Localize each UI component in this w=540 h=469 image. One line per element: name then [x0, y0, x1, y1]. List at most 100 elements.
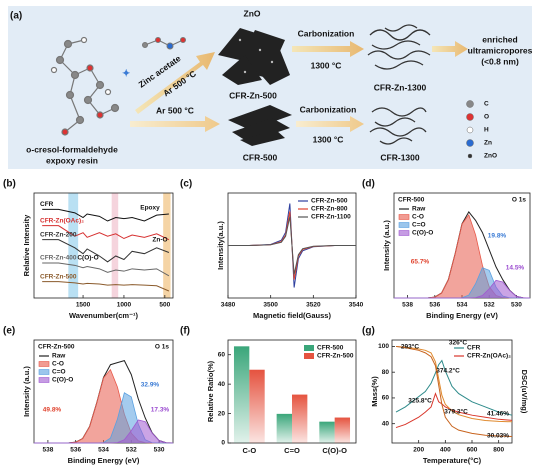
- annotation: 325.8°C: [408, 397, 432, 405]
- y-tick-label: 0: [221, 440, 225, 447]
- annotation: Epoxy: [140, 205, 160, 212]
- annotation: 374.2°C: [436, 367, 460, 375]
- panel-label: (g): [362, 326, 375, 337]
- legend-label: CFR-500: [317, 345, 344, 352]
- arrow: [135, 52, 215, 114]
- arrow: [432, 41, 468, 57]
- x-tick-label: 538: [42, 447, 53, 454]
- legend-label: CFR-Zn-500: [311, 198, 348, 205]
- legend-label: Raw: [412, 206, 426, 213]
- legend-swatch: [38, 377, 50, 383]
- legend-swatch: [38, 369, 50, 375]
- plus-sign: ✦: [122, 69, 130, 80]
- x-tick-label: 500: [159, 302, 170, 309]
- legend-label: C(O)-O: [52, 377, 73, 384]
- legend-swatch: [304, 353, 314, 359]
- series-line: [42, 262, 170, 277]
- annotation: O 1s: [512, 197, 526, 204]
- y2-axis-label: DSC(uV/mg): [520, 370, 529, 414]
- label: Carbonization: [298, 28, 355, 38]
- legend-label: ZnO: [484, 153, 497, 160]
- x-tick-label: 538: [402, 302, 413, 309]
- series-line: [34, 419, 174, 444]
- x-tick-label: 3500: [263, 302, 278, 309]
- x-tick-label: 536: [429, 302, 440, 309]
- y-axis-label: Relative Intensity: [22, 214, 31, 277]
- x-tick-label: 200: [413, 447, 424, 454]
- legend-swatch: [38, 361, 50, 367]
- area-fill: [34, 419, 173, 443]
- plot-frame: [391, 339, 513, 444]
- label: CFR-500: [243, 152, 278, 162]
- label: ultramicropores: [468, 45, 533, 55]
- x-tick-label: 1000: [117, 302, 132, 309]
- y-tick-label: 80: [382, 369, 390, 376]
- y-tick-label: 100: [378, 343, 389, 350]
- zn-flakes: [218, 28, 290, 85]
- cfr-flakes: [228, 105, 292, 146]
- label: (<0.8 nm): [481, 56, 519, 66]
- x-tick-label: 3520: [306, 302, 321, 309]
- series-line: [42, 239, 170, 263]
- plot-frame: [33, 192, 174, 299]
- label: CFR-Zn-500: [229, 90, 277, 100]
- x-tick-label: 600: [467, 447, 478, 454]
- legend-label: Raw: [52, 353, 66, 360]
- arrow: [292, 41, 364, 57]
- annotation: 65.7%: [411, 259, 430, 266]
- label: Carbonization: [300, 104, 357, 114]
- legend-label: H: [484, 127, 489, 134]
- series-line: [395, 345, 513, 423]
- series-line: [42, 281, 170, 292]
- x-tick-label: 3540: [349, 302, 364, 309]
- label: 1300 °C: [311, 60, 342, 70]
- highlight-band: [68, 193, 79, 298]
- series-line: [42, 208, 169, 222]
- y-axis-label: Intensity (a.u.): [22, 366, 31, 417]
- y-tick-label: 20: [218, 410, 226, 417]
- panel-label: (f): [180, 326, 190, 337]
- legend-label: CFR-Zn(OAc)₂: [467, 353, 511, 360]
- y-tick-label: 60: [218, 351, 226, 358]
- x-tick-label: 1500: [76, 302, 91, 309]
- x-tick-label: 532: [484, 302, 495, 309]
- x-axis-label: Temperature(°C): [423, 456, 482, 465]
- y-tick-label: 40: [382, 420, 390, 427]
- bar: [319, 421, 335, 443]
- legend-label: C=O: [52, 369, 66, 376]
- series-label: CFR-Zn(OAc)₂: [40, 217, 84, 224]
- arrow: [296, 116, 364, 132]
- x-axis-label: Wavenumber(cm⁻¹): [69, 311, 139, 320]
- annotation: C(O)-O: [77, 255, 98, 262]
- label: ZnO: [244, 8, 261, 18]
- panel-label: (e): [3, 326, 15, 337]
- highlight-band: [163, 193, 171, 298]
- bar: [249, 369, 265, 443]
- x-tick-label: 536: [70, 447, 81, 454]
- legend-label: CFR-Zn-500: [317, 353, 354, 360]
- y-axis-label: Intensity (a.u.): [382, 220, 391, 271]
- x-axis-label: Magnetic field(Gauss): [253, 311, 331, 320]
- annotation: 32.9%: [141, 382, 160, 389]
- legend-label: C: [484, 101, 489, 108]
- legend-label: C-O: [412, 214, 424, 221]
- panel-label: (a): [10, 11, 22, 22]
- y-axis-label: Relative Ratio(%): [206, 360, 215, 422]
- arrow: [130, 116, 220, 132]
- series-line: [395, 359, 513, 416]
- series-label: CFR: [40, 201, 54, 208]
- legend-label: C-O: [52, 361, 64, 368]
- annotation: 293°C: [401, 343, 419, 351]
- y-axis-label: Intensity(a.u.): [216, 221, 225, 270]
- bar: [292, 394, 308, 443]
- series-line: [395, 345, 513, 438]
- area-fill: [34, 369, 173, 443]
- series-label: CFR-Zn-500: [40, 273, 77, 280]
- panel-label: (d): [362, 179, 375, 190]
- series-label: CFR-Zn-400: [40, 255, 77, 262]
- legend-label: C(O)-O: [412, 230, 433, 237]
- legend-label: CFR-Zn-800: [311, 206, 348, 213]
- annotation: 30.03%: [487, 433, 509, 440]
- label: 1300 °C: [313, 134, 344, 144]
- panel-label: (c): [180, 179, 192, 190]
